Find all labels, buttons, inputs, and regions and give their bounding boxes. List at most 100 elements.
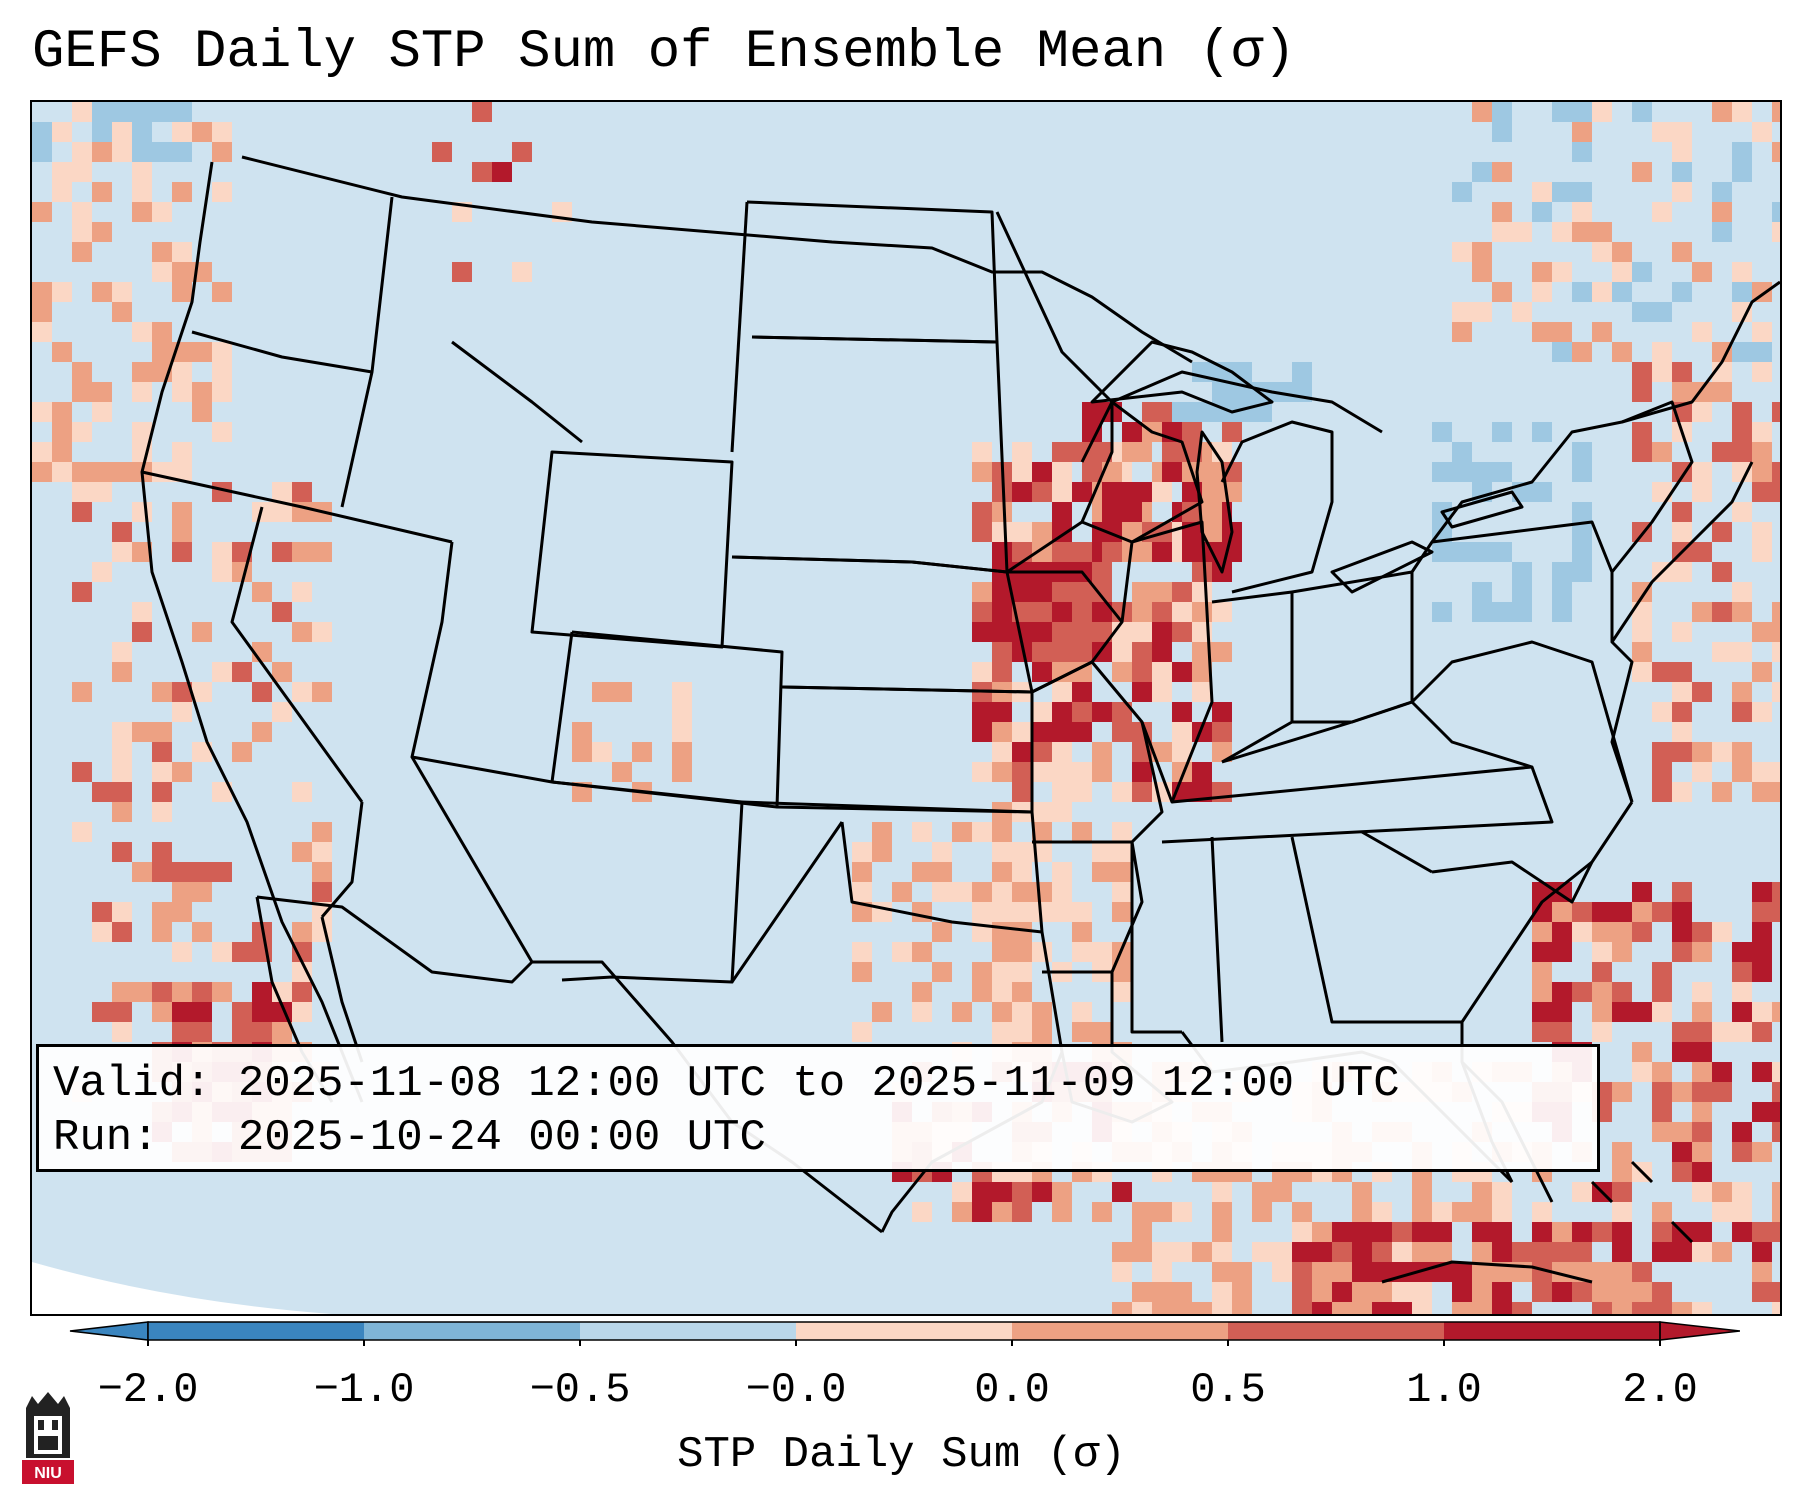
stp-cell <box>1472 242 1492 262</box>
stp-cell <box>1772 782 1780 802</box>
stp-cell <box>1032 522 1052 542</box>
stp-cell <box>152 682 172 702</box>
stp-cell <box>112 982 132 1002</box>
stp-cell <box>92 402 112 422</box>
stp-cell <box>1652 1222 1672 1242</box>
stp-cell <box>1472 302 1492 322</box>
stp-cell <box>1592 242 1612 262</box>
stp-cell <box>1752 622 1772 642</box>
stp-cell <box>1272 1242 1292 1262</box>
stp-cell <box>112 642 132 662</box>
stp-cell <box>972 602 992 622</box>
stp-cell <box>1752 1142 1772 1162</box>
ks-box <box>776 685 1034 814</box>
stp-cell <box>1772 202 1780 222</box>
stp-cell <box>1052 602 1072 622</box>
stp-cell <box>212 422 232 442</box>
stp-cell <box>1752 1062 1772 1082</box>
stp-cell <box>972 1182 992 1202</box>
stp-cell <box>1452 302 1472 322</box>
stp-cell <box>1732 1182 1752 1202</box>
stp-cell <box>1152 742 1172 762</box>
stp-cell <box>112 842 132 862</box>
stp-cell <box>1632 1262 1652 1282</box>
stp-cell <box>1732 162 1752 182</box>
stp-cell <box>932 842 952 862</box>
stp-cell <box>1552 102 1572 122</box>
stp-cell <box>1172 702 1192 722</box>
stp-cell <box>1732 642 1752 662</box>
stp-cell <box>132 122 152 142</box>
stp-cell <box>292 682 312 702</box>
colorbar-tick-label: −0.0 <box>745 1366 847 1414</box>
stp-cell <box>1552 902 1572 922</box>
stp-cell <box>1672 182 1692 202</box>
stp-cell <box>1632 902 1652 922</box>
stp-cell <box>1132 662 1152 682</box>
stp-cell <box>1512 562 1532 582</box>
stp-cell <box>132 162 152 182</box>
stp-cell <box>1592 1262 1612 1282</box>
stp-cell <box>1492 602 1512 622</box>
stp-cell <box>1712 442 1732 462</box>
stp-cell <box>472 162 492 182</box>
stp-cell <box>1532 982 1552 1002</box>
stp-cell <box>1122 422 1142 442</box>
stp-cell <box>252 982 272 1002</box>
stp-cell <box>1752 662 1772 682</box>
stp-cell <box>1692 1062 1712 1082</box>
stp-cell <box>1412 1182 1432 1202</box>
stp-cell <box>1172 1242 1192 1262</box>
stp-cell <box>1572 462 1592 482</box>
stp-cell <box>972 662 992 682</box>
stp-cell <box>1532 1282 1552 1302</box>
stp-cell <box>232 1002 252 1022</box>
stp-cell <box>152 202 172 222</box>
stp-cell <box>1492 1282 1512 1302</box>
stp-cell <box>1572 202 1592 222</box>
stp-cell <box>232 662 252 682</box>
stp-cell <box>1212 362 1232 382</box>
stp-cell <box>1752 1282 1772 1302</box>
stp-cell <box>292 542 312 562</box>
stp-cell <box>1052 1182 1072 1202</box>
stp-cell <box>1732 582 1752 602</box>
stp-cell <box>1212 722 1232 742</box>
stp-cell <box>192 1002 212 1022</box>
stp-cell <box>1732 1202 1752 1222</box>
stp-cell <box>1132 682 1152 702</box>
stp-cell <box>1472 1182 1492 1202</box>
stp-cell <box>1752 962 1772 982</box>
stp-cell <box>1182 422 1202 442</box>
stp-cell <box>1072 1002 1092 1022</box>
stp-cell <box>1652 1302 1672 1314</box>
stp-cell <box>1692 1242 1712 1262</box>
stp-cell <box>1552 982 1572 1002</box>
stp-cell <box>172 882 192 902</box>
stp-cell <box>992 822 1012 842</box>
stp-cell <box>292 622 312 642</box>
stp-cell <box>312 822 332 842</box>
stp-cell <box>1312 1302 1332 1314</box>
colorbar-tick-label: 0.0 <box>974 1366 1050 1414</box>
stp-cell <box>312 842 332 862</box>
stp-cell <box>1572 1242 1592 1262</box>
stp-cell <box>1572 1182 1592 1202</box>
stp-cell <box>72 202 92 222</box>
stp-cell <box>1612 982 1632 1002</box>
stp-cell <box>92 122 112 142</box>
stp-cell <box>72 362 92 382</box>
stp-cell <box>1072 722 1092 742</box>
stp-cell <box>1712 1202 1732 1222</box>
stp-cell <box>1092 562 1112 582</box>
stp-cell <box>972 762 992 782</box>
stp-cell <box>1452 462 1472 482</box>
stp-cell <box>972 522 992 542</box>
stp-cell <box>1492 222 1512 242</box>
mt-east <box>730 201 749 453</box>
valid-label: Valid: <box>53 1059 212 1109</box>
stp-cell <box>1752 1102 1772 1122</box>
stp-cell <box>1172 402 1192 422</box>
stp-cell <box>172 242 192 262</box>
stp-cell <box>1102 502 1122 522</box>
